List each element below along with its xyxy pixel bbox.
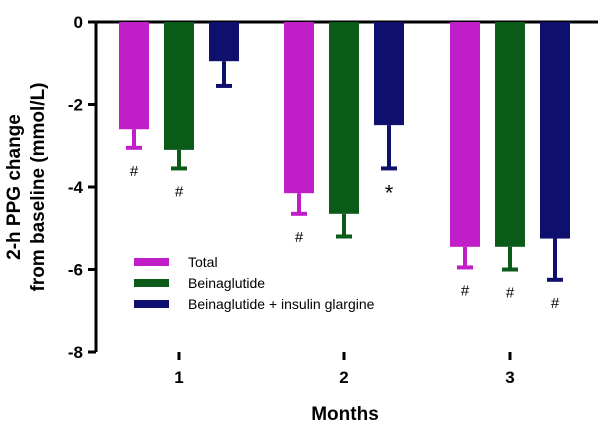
significance-mark: * [385,180,394,205]
bar [374,22,404,126]
significance-mark: # [295,229,304,246]
legend-label: Beinaglutide + insulin glargine [188,296,375,312]
y-tick-label: -4 [68,178,84,197]
significance-mark: # [461,282,470,299]
significance-mark: # [551,295,560,312]
y-tick-label: 0 [74,13,83,32]
x-tick-label: 2 [339,368,348,387]
bar [119,22,149,130]
bar [164,22,194,150]
x-tick-label: 1 [174,368,183,387]
legend-swatch [134,258,169,266]
x-axis-title: Months [311,404,379,425]
bar [284,22,314,194]
legend: Total Beinaglutide Beinaglutide + insulin … [134,254,375,312]
y-axis-title-line2: from baseline (mmol/L) [28,82,49,291]
bars: # # # # # * # [119,22,570,312]
bar [495,22,525,247]
y-axis-title: 2-h PPG change from baseline (mmol/L) [4,82,49,291]
legend-label: Total [188,254,218,270]
x-tick-label: 3 [505,368,514,387]
y-tick-label: -2 [68,96,83,115]
y-tick-label: -6 [68,261,83,280]
legend-label: Beinaglutide [188,275,265,291]
legend-swatch [134,300,169,308]
significance-mark: # [175,183,184,200]
y-tick-label: -8 [68,343,83,362]
y-axis-title-line1: 2-h PPG change [4,114,25,260]
bar [450,22,480,247]
bar [540,22,570,239]
legend-swatch [134,279,169,287]
significance-mark: # [506,285,515,302]
bar [209,22,239,62]
bar [329,22,359,214]
significance-mark: # [130,163,139,180]
